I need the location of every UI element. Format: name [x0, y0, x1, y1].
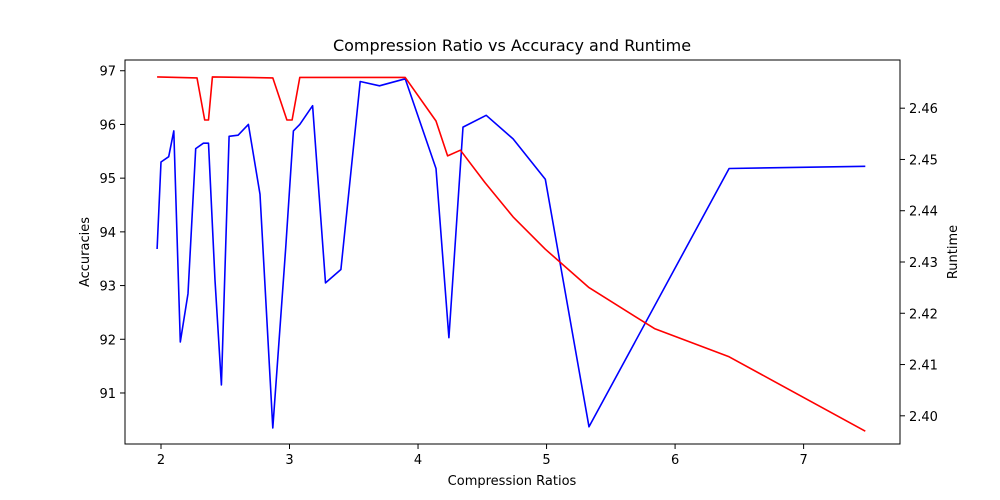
y-left-tick-label: 94 [99, 226, 116, 241]
y-right-tick-label: 2.43 [909, 256, 938, 271]
x-axis: 2 3 4 5 6 7 [157, 444, 808, 468]
y-right-tick-label: 2.45 [909, 153, 938, 168]
plot-lines [156, 76, 866, 432]
y-axis-right: 2.40 2.41 2.42 2.43 2.44 2.45 2.46 [900, 102, 938, 425]
y-right-tick-label: 2.40 [909, 410, 938, 425]
y-left-tick-label: 93 [99, 280, 116, 295]
y-right-tick-label: 2.44 [909, 205, 938, 220]
x-tick-label: 7 [799, 453, 807, 468]
y-left-tick-label: 95 [99, 172, 116, 187]
y-left-tick-label: 91 [99, 387, 116, 402]
plot-frame [124, 59, 901, 445]
y-left-tick-label: 92 [99, 333, 116, 348]
x-tick-label: 5 [542, 453, 550, 468]
x-tick-label: 2 [157, 453, 165, 468]
y-right-tick-label: 2.46 [909, 102, 938, 117]
chart-title: Compression Ratio vs Accuracy and Runtim… [333, 36, 691, 55]
y-axis-left: 91 92 93 94 95 96 97 [99, 65, 125, 402]
y-axis-left-title: Accuracies [78, 217, 93, 287]
y-left-tick-label: 96 [99, 118, 116, 133]
y-right-tick-label: 2.42 [909, 307, 938, 322]
x-tick-label: 3 [285, 453, 293, 468]
x-tick-label: 4 [414, 453, 422, 468]
runtime-series-line [157, 76, 866, 432]
accuracy-series-line [156, 78, 866, 429]
x-axis-title: Compression Ratios [448, 474, 577, 489]
y-axis-right-title: Runtime [946, 225, 961, 279]
x-tick-label: 6 [671, 453, 679, 468]
y-left-tick-label: 97 [99, 65, 116, 80]
y-right-tick-label: 2.41 [909, 359, 938, 374]
